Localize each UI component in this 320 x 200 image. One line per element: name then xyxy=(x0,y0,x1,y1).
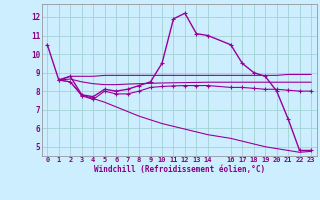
X-axis label: Windchill (Refroidissement éolien,°C): Windchill (Refroidissement éolien,°C) xyxy=(94,165,265,174)
